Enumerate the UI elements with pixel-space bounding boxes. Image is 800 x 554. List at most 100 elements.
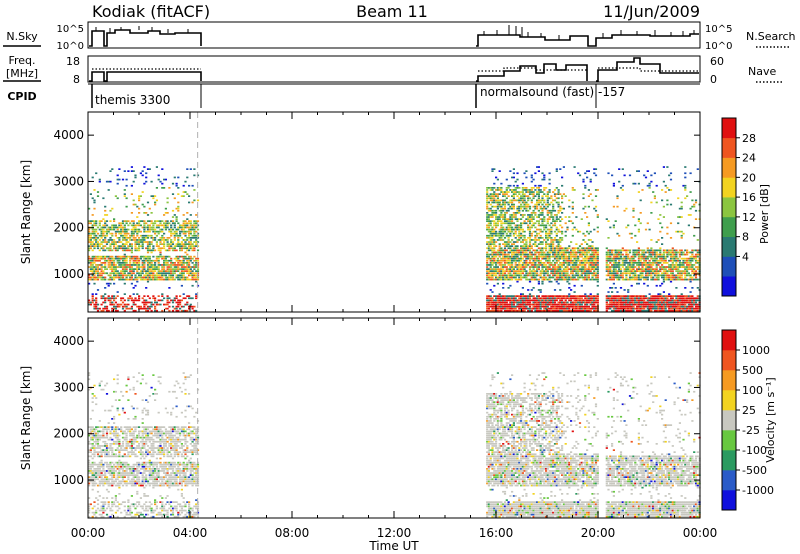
range-time-cell xyxy=(561,184,564,187)
range-time-cell xyxy=(546,259,549,262)
range-time-cell xyxy=(182,195,185,197)
range-time-cell xyxy=(502,193,505,195)
range-time-cell xyxy=(648,303,651,306)
range-time-cell xyxy=(179,301,182,304)
range-time-cell xyxy=(189,247,192,250)
range-time-cell xyxy=(491,301,494,304)
range-time-cell xyxy=(673,305,676,308)
range-time-cell xyxy=(170,259,173,262)
range-time-cell xyxy=(611,287,614,289)
range-time-cell xyxy=(675,262,678,264)
range-time-cell xyxy=(562,251,565,254)
range-time-cell xyxy=(182,214,185,216)
range-time-cell xyxy=(537,266,540,268)
freq-frame xyxy=(87,55,701,83)
range-time-cell xyxy=(548,264,551,266)
range-time-cell xyxy=(561,237,564,239)
range-time-cell xyxy=(643,303,646,306)
range-time-cell xyxy=(130,268,133,270)
range-time-cell xyxy=(186,249,189,252)
range-time-cell xyxy=(550,212,553,214)
range-time-cell xyxy=(584,251,587,254)
range-time-cell xyxy=(148,243,151,245)
range-time-cell xyxy=(553,237,557,239)
range-time-cell xyxy=(134,274,137,277)
range-time-cell xyxy=(612,297,615,300)
range-time-cell xyxy=(502,191,505,193)
range-time-cell xyxy=(107,295,110,297)
range-time-cell xyxy=(516,268,519,270)
range-time-cell xyxy=(88,249,91,252)
range-time-cell xyxy=(498,268,501,270)
range-time-cell xyxy=(523,301,526,304)
range-time-cell xyxy=(625,253,628,256)
range-time-cell xyxy=(523,253,526,256)
range-time-cell xyxy=(502,276,505,279)
range-time-cell xyxy=(179,259,182,262)
range-time-cell xyxy=(591,259,594,262)
range-time-cell xyxy=(582,232,585,235)
range-time-cell xyxy=(502,287,505,289)
range-time-cell xyxy=(550,303,553,306)
range-time-cell xyxy=(495,253,498,256)
range-time-cell xyxy=(575,228,578,231)
range-time-cell xyxy=(528,272,532,275)
range-time-cell xyxy=(500,216,503,218)
range-time-cell xyxy=(571,305,574,308)
range-time-cell xyxy=(580,299,583,302)
range-time-cell xyxy=(564,257,567,260)
range-time-cell xyxy=(543,199,546,202)
range-time-cell xyxy=(566,274,569,277)
range-time-cell xyxy=(168,187,171,189)
range-time-cell xyxy=(127,307,130,310)
range-time-cell xyxy=(111,266,114,268)
range-time-cell xyxy=(636,262,639,264)
range-time-cell xyxy=(671,297,674,300)
range-time-cell xyxy=(525,278,528,281)
range-time-cell xyxy=(543,274,546,277)
range-time-cell xyxy=(98,234,101,237)
range-time-cell xyxy=(577,278,580,281)
range-time-cell xyxy=(180,266,183,268)
range-time-cell xyxy=(545,237,548,239)
range-time-cell xyxy=(155,255,158,258)
range-time-cell xyxy=(491,189,494,191)
range-time-cell xyxy=(498,201,501,204)
range-time-cell xyxy=(623,301,626,304)
range-time-cell xyxy=(113,228,116,231)
range-time-cell xyxy=(148,228,151,231)
range-time-cell xyxy=(150,301,153,304)
range-time-cell xyxy=(669,268,673,270)
range-time-cell xyxy=(541,262,544,264)
range-time-cell xyxy=(594,297,598,300)
range-time-cell xyxy=(496,189,499,191)
range-time-cell xyxy=(487,270,490,272)
range-time-cell xyxy=(525,276,528,279)
range-time-cell xyxy=(114,241,117,243)
range-time-cell xyxy=(534,272,537,275)
range-time-cell xyxy=(486,201,489,204)
range-time-cell xyxy=(666,253,669,256)
range-time-cell xyxy=(498,187,501,189)
range-time-cell xyxy=(179,262,182,264)
range-time-cell xyxy=(593,257,596,260)
range-time-cell xyxy=(118,226,121,229)
range-time-cell xyxy=(671,295,674,297)
range-time-cell xyxy=(584,276,587,279)
range-time-cell xyxy=(191,270,194,272)
range-time-cell xyxy=(500,251,503,254)
range-time-cell xyxy=(677,251,680,254)
range-time-cell xyxy=(514,247,517,250)
range-time-cell xyxy=(516,299,519,302)
range-time-cell xyxy=(143,239,146,241)
range-time-cell xyxy=(593,270,596,272)
range-time-cell xyxy=(561,257,564,260)
range-time-cell xyxy=(154,249,157,252)
range-time-cell xyxy=(489,259,492,262)
range-time-cell xyxy=(489,274,492,277)
range-time-cell xyxy=(132,199,135,202)
range-time-cell xyxy=(677,272,680,275)
range-time-cell xyxy=(646,222,649,225)
range-time-cell xyxy=(152,247,155,250)
range-time-cell xyxy=(586,295,589,297)
